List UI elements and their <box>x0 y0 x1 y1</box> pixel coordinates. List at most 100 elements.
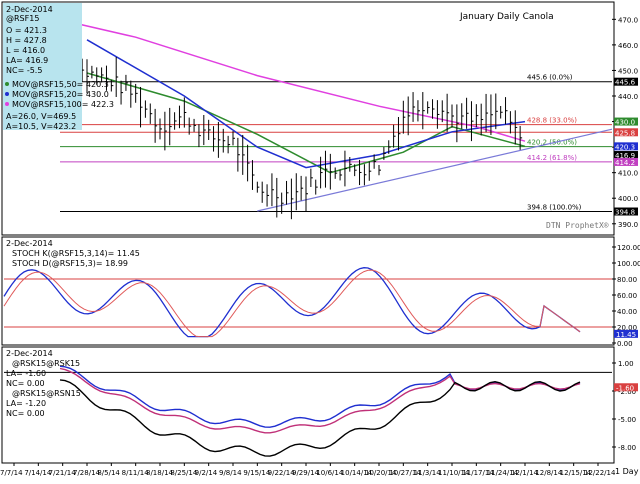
price-symbol-label: @RSF15 <box>6 14 39 23</box>
stoch-badge: 11.45 <box>616 331 636 339</box>
stoch-axis-label: 20.00 <box>617 324 637 332</box>
price-badge-label: 394.8 <box>615 209 635 217</box>
date-axis-label: 10/6/14 <box>316 469 344 477</box>
price-badge-bg <box>614 157 638 166</box>
trendline-readout-line: A=26.0, V=469.5 <box>6 112 76 121</box>
spread-plot <box>4 365 612 457</box>
date-axis-label: 9/29/14 <box>292 469 320 477</box>
spread-legend-line: LA= -1.60 <box>6 369 46 378</box>
spread-axis-label: -2.00 <box>618 388 636 396</box>
stoch-badge-bg <box>614 329 638 338</box>
spread-axis: 1.00 -2.00 -5.00 -8.00 -1.60 <box>612 360 638 452</box>
price-plot: 445.6 (0.0%)428.8 (33.0%)420.2 (50.0%)41… <box>13 8 613 220</box>
stoch-plot <box>3 267 612 338</box>
interval-label: 1 Day <box>615 467 639 476</box>
date-axis-label: 7/28/14 <box>73 469 101 477</box>
date-axis-label: 8/11/14 <box>122 469 150 477</box>
spread-axis-label: -8.00 <box>618 444 636 452</box>
stoch-axis-label: 120.00 <box>617 244 640 252</box>
ma-legend-swatch <box>5 82 9 86</box>
spread-axis-label: -5.00 <box>618 416 636 424</box>
spread-line-3 <box>59 379 581 457</box>
date-axis-label: 8/18/14 <box>146 469 174 477</box>
price-axis-label: 460.0 <box>618 42 638 50</box>
spread-panel-frame <box>1 346 615 464</box>
date-axis: 7/7/14 7/14/147/21/147/28/148/5/14 8/11/14… <box>0 463 616 477</box>
spread-legend-line: NC= 0.00 <box>6 409 45 418</box>
date-axis-label: 9/15/14 <box>243 469 271 477</box>
price-badge-bg <box>614 128 638 137</box>
price-info-box <box>3 3 82 130</box>
chart-title: January Daily Canola <box>459 12 554 22</box>
retracement-label: 428.8 (33.0%) <box>527 117 577 125</box>
price-axis-label: 390.0 <box>618 221 638 229</box>
trend-line <box>257 128 613 212</box>
price-badge-label: 414.2 <box>615 159 635 167</box>
date-axis-label: 11/17/14 <box>462 469 494 477</box>
price-axis-label: 440.0 <box>618 93 638 101</box>
date-axis-label: 9/8/14 <box>219 469 242 477</box>
stoch-axis: 120.00 100.00 80.00 60.00 40.00 20.00 0.0011.4… <box>612 244 640 348</box>
moving-average-line-3 <box>13 8 526 142</box>
stoch-date-label: 2-Dec-2014 <box>6 239 53 248</box>
stoch-d-line <box>3 269 581 338</box>
date-axis-label: 11/10/14 <box>438 469 470 477</box>
date-axis-label: 10/14/14 <box>341 469 373 477</box>
date-axis-label: 12/8/14 <box>535 469 563 477</box>
spread-line-1 <box>59 365 581 428</box>
ma-legend-label: MOV@RSF15,50= 420.3 <box>12 80 109 89</box>
price-badge-label: 425.8 <box>615 129 635 137</box>
trendline-readout: A=26.0, V=469.5A=10.5, V=423.2 <box>6 112 76 131</box>
retracement-label: 394.8 (100.0%) <box>527 204 582 212</box>
date-axis-label: 12/1/14 <box>511 469 539 477</box>
date-axis-label: 7/7/14 <box>0 469 23 477</box>
date-axis-label: 8/25/14 <box>170 469 198 477</box>
date-axis-label: 12/15/14 <box>560 469 592 477</box>
trendline-readout-line: A=10.5, V=423.2 <box>6 122 76 131</box>
date-axis-label: 9/22/14 <box>268 469 296 477</box>
ohlc-line: H = 427.8 <box>6 36 47 45</box>
stoch-axis-label: 100.00 <box>617 260 640 268</box>
stoch-k-label: STOCH K(@RSF15,3,14)= 11.45 <box>12 249 140 258</box>
price-axis-label: 410.0 <box>618 170 638 178</box>
spread-axis-label: 1.00 <box>618 360 634 368</box>
spread-date-label: 2-Dec-2014 <box>6 349 53 358</box>
date-axis-label: 12/22/14 <box>584 469 616 477</box>
stoch-axis-label: 0.00 <box>617 340 633 348</box>
stoch-k-line <box>3 267 581 338</box>
price-badge-label: 416.9 <box>615 152 635 160</box>
price-badge-label: 430.0 <box>615 119 635 127</box>
price-badge-bg <box>614 142 638 151</box>
spread-badge-bg <box>614 383 638 392</box>
ohlc-line: NC= -5.5 <box>6 66 42 75</box>
spread-legend-line: LA= -1.20 <box>6 399 46 408</box>
price-badge-bg <box>614 207 638 216</box>
price-date-label: 2-Dec-2014 <box>6 5 53 14</box>
ohlc-line: L = 416.0 <box>6 46 45 55</box>
date-axis-label: 8/5/14 <box>97 469 120 477</box>
stoch-axis-label: 40.00 <box>617 308 637 316</box>
stoch-d-label: STOCH D(@RSF15,3)= 18.99 <box>12 259 128 268</box>
price-badge-bg <box>614 117 638 126</box>
date-axis-label: 7/21/14 <box>49 469 77 477</box>
date-axis-label: 9/2/14 <box>195 469 218 477</box>
date-axis-label: 11/24/14 <box>487 469 519 477</box>
retracement-label: 414.2 (61.8%) <box>527 154 577 162</box>
ohlc-line: LA= 416.9 <box>6 56 48 65</box>
stoch-axis-label: 60.00 <box>617 292 637 300</box>
price-axis-label: 450.0 <box>618 67 638 75</box>
date-axis-label: 10/20/14 <box>365 469 397 477</box>
ma-legend-swatch <box>5 92 9 96</box>
price-badge-label: 420.3 <box>615 143 635 151</box>
spread-badge: -1.60 <box>616 384 634 392</box>
watermark: DTN ProphetX® <box>546 221 609 230</box>
date-axis-label: 10/27/14 <box>389 469 421 477</box>
spread-legend-line: @RSK15@RSK15 <box>12 359 80 368</box>
ma-legend-label: MOV@RSF15,100= 422.3 <box>12 100 114 109</box>
date-axis-label: 11/3/14 <box>414 469 442 477</box>
ohlc-line: O = 421.3 <box>6 26 47 35</box>
